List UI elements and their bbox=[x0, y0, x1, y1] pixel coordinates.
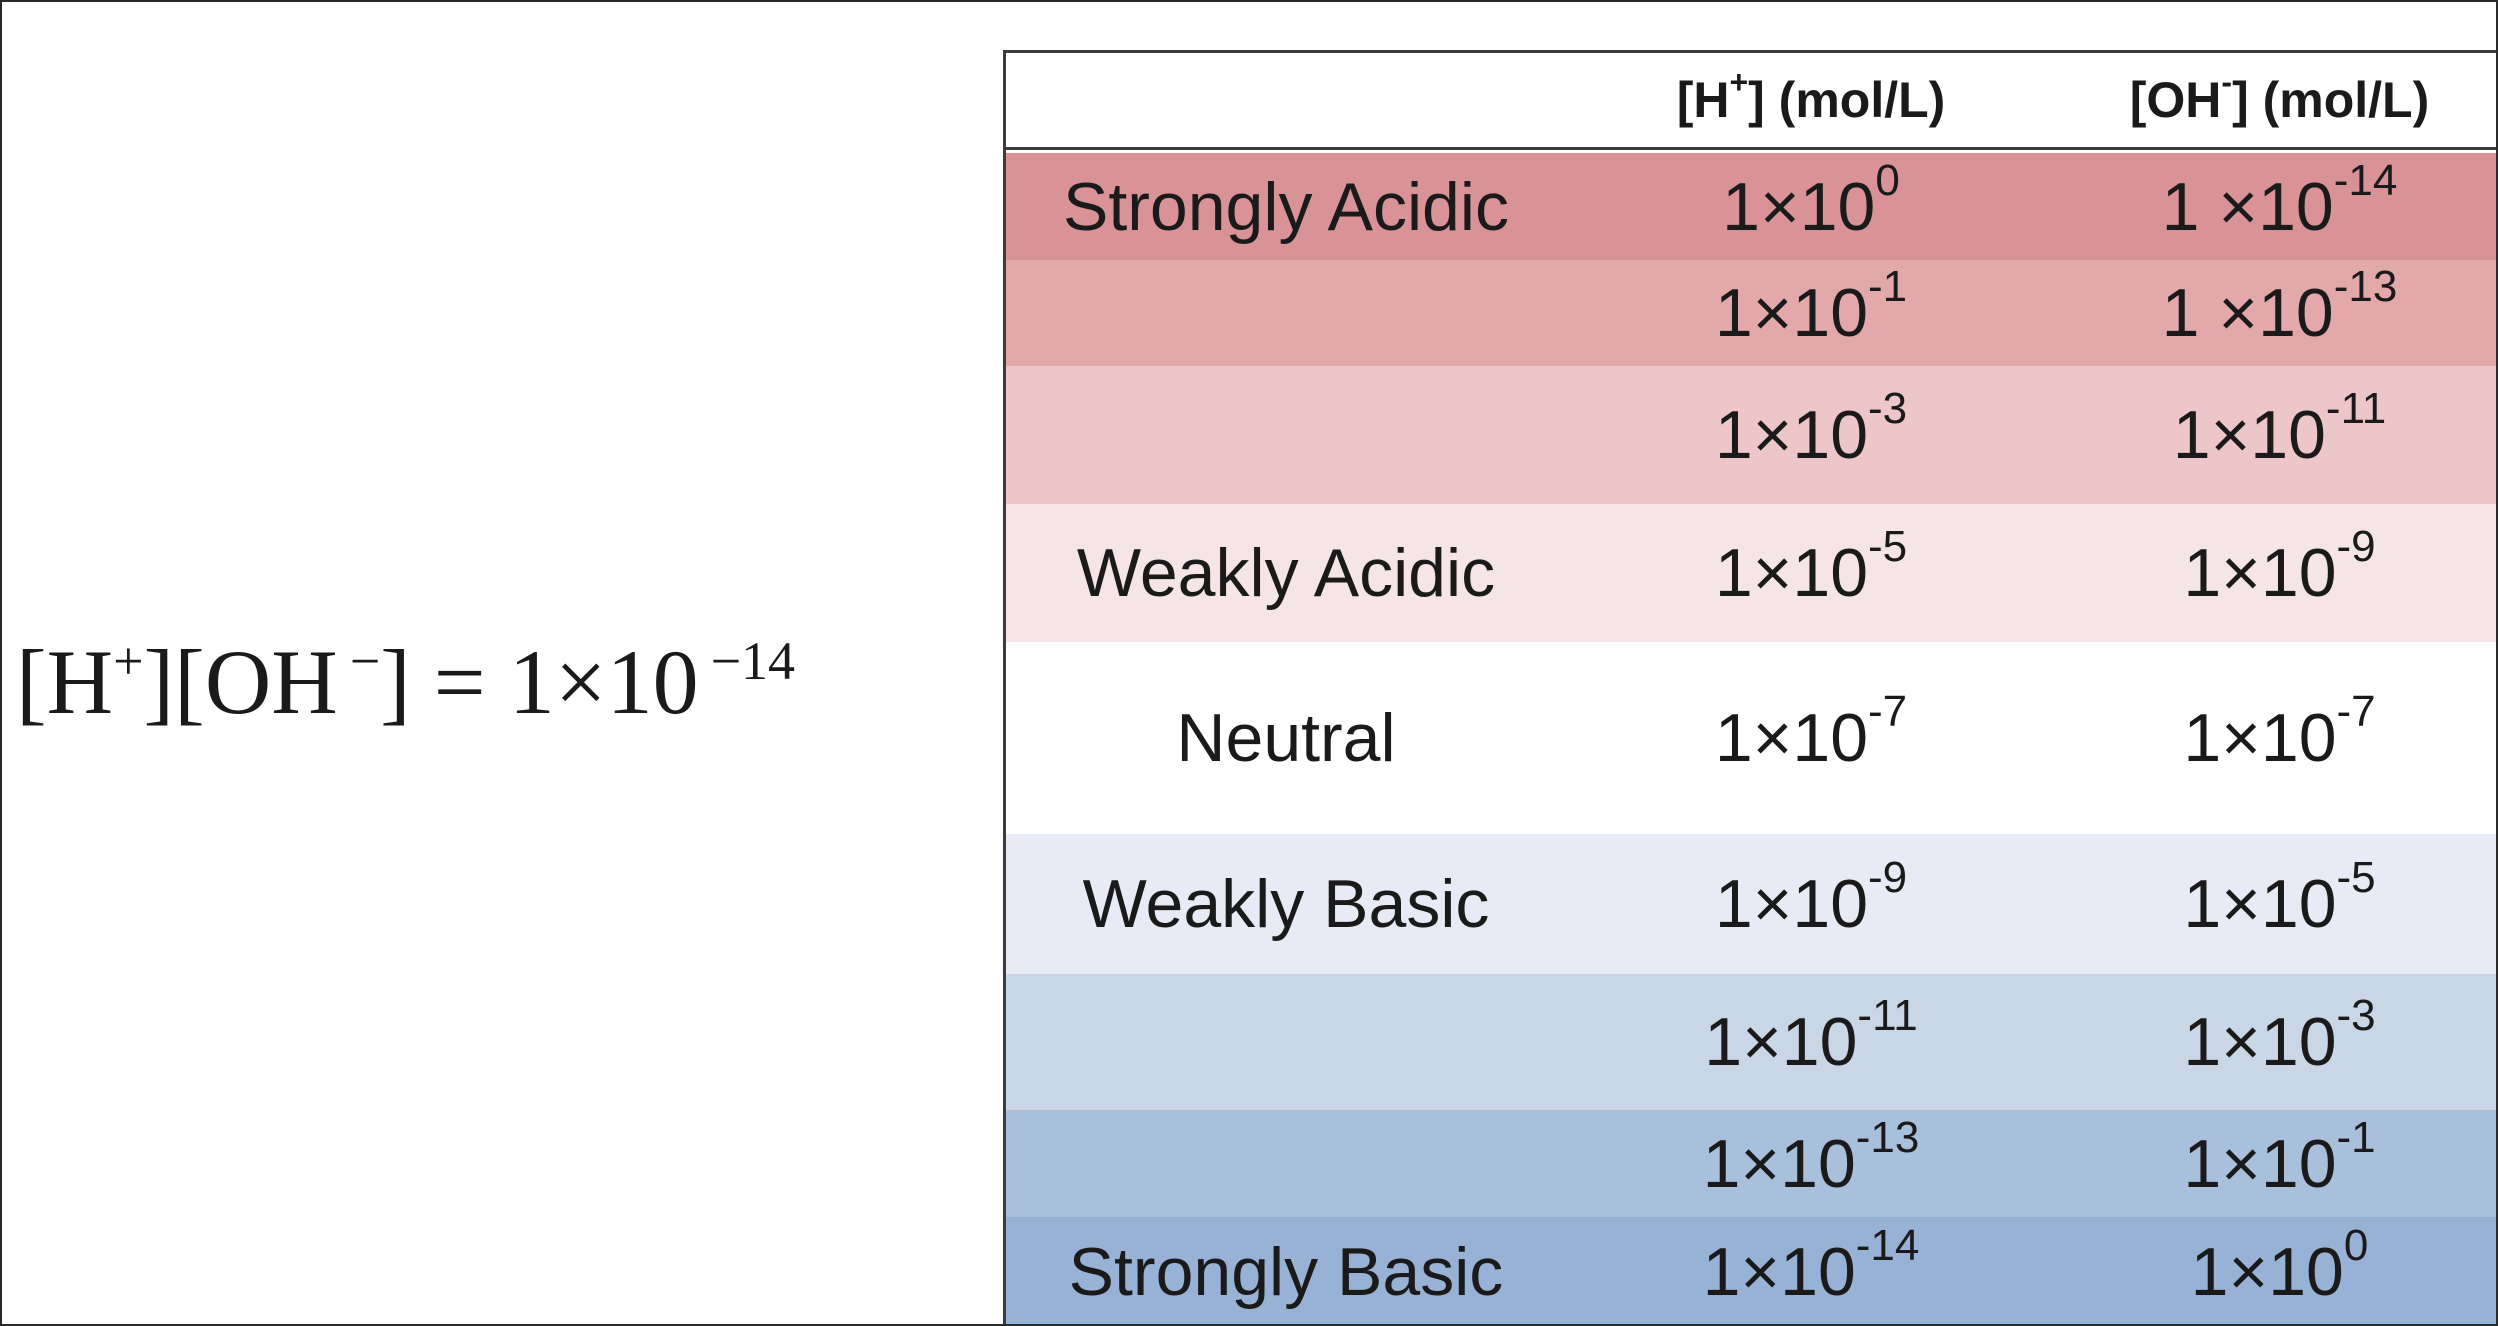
ion-product-equation: [H+][OH −] = 1×10 −14 bbox=[16, 622, 795, 742]
oh-concentration-value: 1×10 -9 bbox=[2183, 522, 2376, 612]
oh-concentration-value: 1×10 0 bbox=[2190, 1221, 2369, 1311]
header-oh-concentration: [OH -] (mol/L) bbox=[2129, 64, 2430, 128]
table-row: Weakly Basic 1×10 -9 1×10 -5 bbox=[1006, 834, 2496, 974]
h-concentration-value: 1×10 -13 bbox=[1702, 1112, 1920, 1202]
acidity-label bbox=[1006, 260, 1566, 366]
h-concentration-value: 1×10 -3 bbox=[1714, 384, 1908, 474]
table-row: 1×10 -11 1×10 -3 bbox=[1006, 974, 2496, 1110]
equation-exponent: −14 bbox=[710, 631, 796, 691]
oh-concentration-value: 1×10 -3 bbox=[2183, 991, 2376, 1081]
oh-concentration-value: 1×10 -11 bbox=[2172, 384, 2387, 474]
acidity-label: Weakly Basic bbox=[1082, 866, 1490, 942]
h-concentration-value: 1×10 -9 bbox=[1714, 853, 1908, 943]
acidity-label: Strongly Basic bbox=[1068, 1234, 1504, 1310]
header-label-cell bbox=[1006, 53, 1566, 147]
oh-concentration-value: 1 ×10 -13 bbox=[2161, 262, 2398, 352]
table-row: Strongly Acidic 1×10 0 1 ×10 -14 bbox=[1006, 153, 2496, 260]
table-row: 1×10 -13 1×10 -1 bbox=[1006, 1110, 2496, 1217]
acidity-label: Weakly Acidic bbox=[1076, 535, 1496, 611]
acidity-label: Neutral bbox=[1176, 700, 1396, 776]
oh-concentration-value: 1×10 -7 bbox=[2183, 687, 2376, 777]
table-row: 1×10 -3 1×10 -11 bbox=[1006, 366, 2496, 504]
equation-part: [H bbox=[16, 631, 114, 733]
acidity-label bbox=[1006, 366, 1566, 504]
acidity-label bbox=[1006, 1110, 1566, 1217]
h-concentration-value: 1×10 -1 bbox=[1714, 262, 1908, 352]
equation-superscript: − bbox=[349, 631, 381, 691]
h-concentration-value: 1×10 -11 bbox=[1704, 991, 1918, 1081]
h-concentration-value: 1×10 -14 bbox=[1702, 1221, 1920, 1311]
header-h-concentration: [H +] (mol/L) bbox=[1676, 64, 1946, 128]
table-header-row: [H +] (mol/L) [OH -] (mol/L) bbox=[1006, 53, 2496, 150]
equation-part: ] = 1×10 bbox=[380, 631, 699, 733]
oh-concentration-value: 1 ×10 -14 bbox=[2161, 155, 2398, 245]
equation-part: ][OH bbox=[143, 631, 338, 733]
acidity-label: Strongly Acidic bbox=[1063, 168, 1509, 245]
h-concentration-value: 1×10 -7 bbox=[1714, 687, 1908, 777]
oh-concentration-value: 1×10 -5 bbox=[2183, 853, 2376, 943]
acidity-label bbox=[1006, 974, 1566, 1110]
h-concentration-value: 1×10 -5 bbox=[1714, 522, 1908, 612]
oh-concentration-value: 1×10 -1 bbox=[2183, 1112, 2376, 1202]
table-row: Weakly Acidic 1×10 -5 1×10 -9 bbox=[1006, 504, 2496, 642]
h-concentration-value: 1×10 0 bbox=[1722, 155, 1900, 245]
table-row: 1×10 -1 1 ×10 -13 bbox=[1006, 260, 2496, 366]
table-row: Strongly Basic 1×10 -14 1×10 0 bbox=[1006, 1217, 2496, 1324]
table-row: Neutral 1×10 -7 1×10 -7 bbox=[1006, 642, 2496, 834]
equation-superscript: + bbox=[113, 631, 144, 691]
ph-concentration-table: [H +] (mol/L) [OH -] (mol/L) Strongly Acid… bbox=[1003, 50, 2496, 1324]
